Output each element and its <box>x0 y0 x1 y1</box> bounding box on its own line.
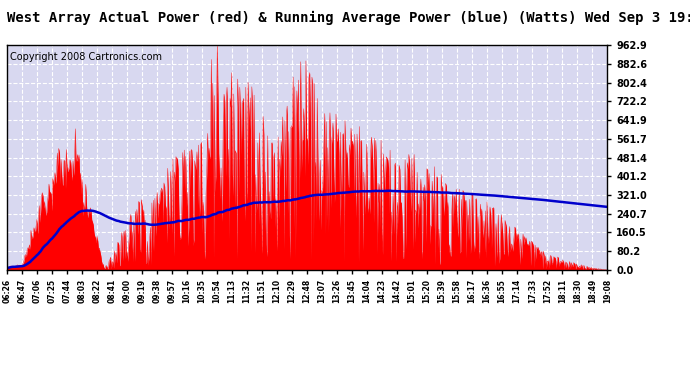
Text: West Array Actual Power (red) & Running Average Power (blue) (Watts) Wed Sep 3 1: West Array Actual Power (red) & Running … <box>7 11 690 26</box>
Text: Copyright 2008 Cartronics.com: Copyright 2008 Cartronics.com <box>10 52 162 62</box>
